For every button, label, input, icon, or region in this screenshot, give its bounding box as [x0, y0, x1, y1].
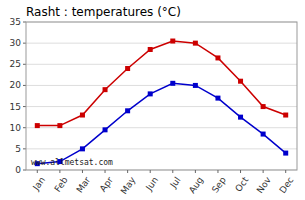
x-tick: [127, 170, 128, 173]
x-tick: [172, 170, 173, 173]
x-tick-label: Jan: [30, 175, 47, 193]
data-point: [148, 91, 153, 96]
x-tick: [263, 170, 264, 173]
y-tick-label: 10: [10, 123, 22, 133]
plot-frame: [26, 22, 297, 170]
y-tick-label: 25: [10, 59, 21, 69]
data-point: [148, 47, 153, 52]
grid: [26, 22, 297, 170]
y-tick-label: 0: [15, 165, 21, 175]
x-tick: [195, 170, 196, 173]
chart-container: 0 5 10 15 20 25 30 35 Jan Feb Mar AprMay Jun Jul Aug Se…: [0, 0, 305, 200]
x-tick: [59, 170, 60, 173]
data-point: [170, 81, 175, 86]
data-point: [57, 123, 62, 128]
data-point: [283, 151, 288, 156]
y-tick-label: 30: [10, 38, 22, 48]
series-line: [37, 83, 285, 163]
data-point: [215, 55, 220, 60]
x-tick-label: Nov: [255, 175, 274, 196]
data-point: [170, 39, 175, 44]
x-tick: [150, 170, 151, 173]
x-tick-label: Jul: [168, 175, 183, 190]
data-point: [261, 104, 266, 109]
chart: 0 5 10 15 20 25 30 35 Jan Feb Mar AprMay Jun Jul Aug Se…: [0, 0, 305, 200]
data-point: [80, 113, 85, 118]
x-tick: [105, 170, 106, 173]
x-tick-label: Dec: [277, 175, 295, 195]
x-tick-label: Mar: [74, 175, 92, 195]
data-point: [103, 87, 108, 92]
x-tick: [37, 170, 38, 173]
x-tick-label: Aug: [187, 175, 205, 195]
x-tick: [285, 170, 286, 173]
grid-line: [26, 85, 297, 86]
x-tick-label: May: [119, 175, 138, 197]
y-tick-label: 15: [10, 102, 21, 112]
grid-line: [26, 148, 297, 149]
annotation: www.allmetsat.com: [31, 158, 113, 167]
data-point: [238, 79, 243, 84]
series-line: [37, 41, 285, 126]
grid-line: [26, 64, 297, 65]
x-tick-label: Sep: [210, 175, 228, 195]
x-tick: [217, 170, 218, 173]
data-point: [125, 66, 130, 71]
data-point: [238, 115, 243, 120]
x-tick: [240, 170, 241, 173]
data-point: [35, 123, 40, 128]
data-point: [80, 146, 85, 151]
x-tick: [82, 170, 83, 173]
y-tick-label: 5: [15, 144, 21, 154]
data-point: [283, 113, 288, 118]
title: Rasht : temperatures (°C): [26, 5, 181, 19]
grid-line: [26, 43, 297, 44]
data-point: [261, 132, 266, 137]
data-area: [35, 39, 288, 167]
x-tick-label: Feb: [52, 175, 69, 194]
data-point: [193, 83, 198, 88]
y-tick-label: 20: [10, 80, 22, 90]
data-point: [103, 127, 108, 132]
x-tick-label: Jun: [143, 175, 160, 193]
data-point: [193, 41, 198, 46]
data-point: [125, 108, 130, 113]
y-tick-label: 35: [10, 17, 21, 27]
x-tick-label: Apr: [98, 175, 115, 194]
x-tick-label: Oct: [233, 175, 250, 194]
data-point: [215, 96, 220, 101]
grid-line: [26, 106, 297, 107]
